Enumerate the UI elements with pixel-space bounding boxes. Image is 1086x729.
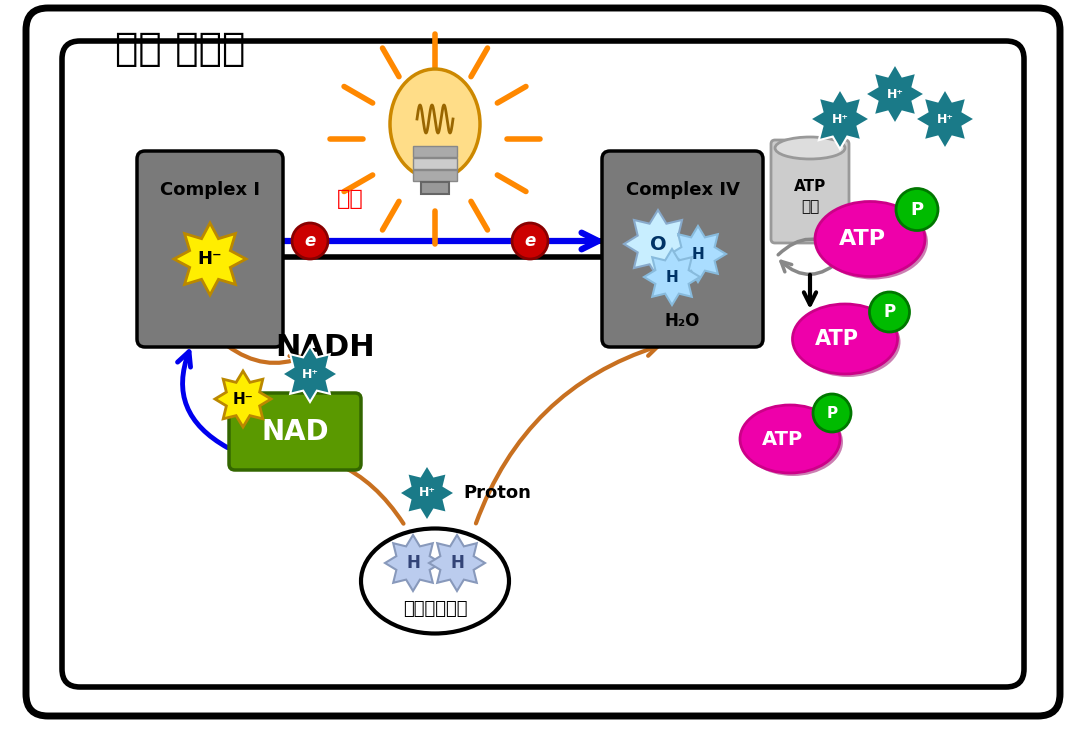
Polygon shape (866, 64, 925, 124)
Text: e: e (525, 232, 535, 250)
Polygon shape (282, 346, 338, 402)
Text: ATP: ATP (838, 229, 885, 249)
FancyBboxPatch shape (137, 151, 283, 347)
Text: H⁻: H⁻ (198, 250, 223, 268)
Text: Complex I: Complex I (160, 181, 260, 199)
Ellipse shape (818, 205, 929, 279)
Circle shape (512, 223, 548, 259)
FancyBboxPatch shape (421, 182, 449, 194)
Text: H: H (406, 554, 420, 572)
Text: P: P (826, 405, 837, 421)
Polygon shape (399, 465, 455, 521)
Ellipse shape (390, 69, 480, 179)
Text: H: H (692, 246, 705, 262)
Text: H⁺: H⁺ (832, 112, 848, 125)
Text: O: O (649, 235, 667, 254)
Text: H: H (666, 270, 679, 284)
Polygon shape (810, 89, 870, 149)
Text: Proton: Proton (463, 484, 531, 502)
FancyBboxPatch shape (26, 8, 1060, 716)
Ellipse shape (743, 408, 843, 476)
Text: P: P (883, 303, 896, 321)
Circle shape (896, 189, 938, 230)
Text: H₂O: H₂O (665, 312, 700, 330)
Text: P: P (910, 200, 923, 219)
Polygon shape (644, 249, 700, 305)
Ellipse shape (796, 307, 900, 377)
Polygon shape (915, 89, 975, 149)
Circle shape (870, 292, 909, 332)
Text: 전자 전달계: 전자 전달계 (115, 30, 245, 68)
Polygon shape (174, 223, 247, 295)
Circle shape (813, 394, 851, 432)
Circle shape (292, 223, 328, 259)
Text: ATP: ATP (761, 429, 803, 448)
Polygon shape (624, 210, 692, 278)
FancyBboxPatch shape (413, 158, 457, 169)
FancyBboxPatch shape (413, 170, 457, 181)
FancyBboxPatch shape (229, 393, 361, 470)
Ellipse shape (740, 405, 839, 473)
Polygon shape (429, 535, 485, 591)
Text: ATP: ATP (814, 329, 859, 349)
Text: H⁻: H⁻ (232, 391, 253, 407)
Text: 백금나노입자: 백금나노입자 (403, 600, 467, 618)
Ellipse shape (814, 201, 925, 276)
Text: 전자: 전자 (337, 189, 364, 209)
FancyBboxPatch shape (771, 140, 849, 243)
Ellipse shape (361, 529, 509, 634)
Text: H⁺: H⁺ (418, 486, 435, 499)
Text: H⁺: H⁺ (302, 367, 318, 381)
Text: NAD: NAD (262, 418, 329, 445)
Polygon shape (215, 371, 272, 427)
FancyBboxPatch shape (62, 41, 1024, 687)
Polygon shape (386, 535, 441, 591)
Text: H: H (450, 554, 464, 572)
Ellipse shape (793, 304, 897, 374)
Text: H⁺: H⁺ (886, 87, 904, 101)
Text: Complex IV: Complex IV (626, 181, 740, 199)
Text: NADH: NADH (275, 332, 375, 362)
Text: e: e (304, 232, 316, 250)
FancyBboxPatch shape (413, 146, 457, 157)
FancyBboxPatch shape (602, 151, 763, 347)
Text: H⁺: H⁺ (936, 112, 954, 125)
Text: ATP
효소: ATP 효소 (794, 179, 826, 214)
Polygon shape (670, 226, 727, 282)
Ellipse shape (775, 137, 845, 159)
